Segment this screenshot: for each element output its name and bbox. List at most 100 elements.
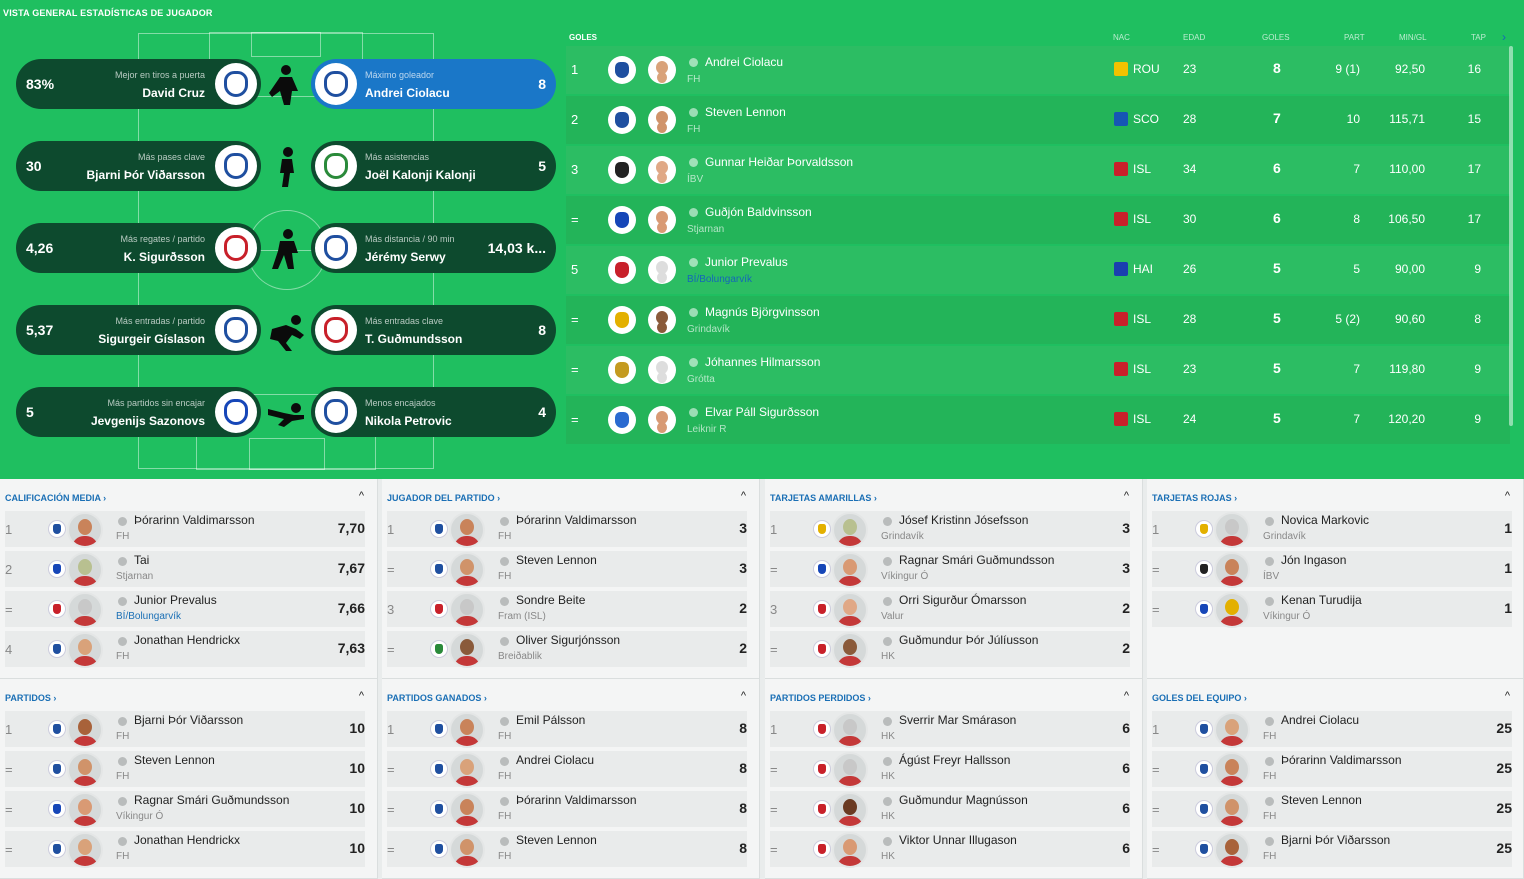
player-name[interactable]: Sondre Beite (516, 593, 586, 607)
info-icon[interactable] (118, 797, 127, 806)
collapse-icon[interactable]: ^ (740, 490, 746, 502)
info-icon[interactable] (689, 58, 698, 67)
col-min-gl[interactable]: MIN/GL (1399, 33, 1427, 42)
panel-row[interactable]: = Steven Lennon FH 8 (387, 831, 747, 868)
info-icon[interactable] (1265, 837, 1274, 846)
panel-row[interactable]: 1 Jósef Kristinn Jósefsson Grindavík 3 (770, 511, 1130, 548)
highlight-card[interactable]: 14,03 k... Más distancia / 90 min Jérémy S… (311, 223, 556, 273)
player-name[interactable]: Þórarinn Valdimarsson (516, 513, 637, 527)
panel-row[interactable]: = Kenan Turudija Víkingur Ó 1 (1152, 591, 1512, 628)
info-icon[interactable] (883, 637, 892, 646)
panel-row[interactable]: 1 Novica Markovic Grindavík 1 (1152, 511, 1512, 548)
player-name[interactable]: Steven Lennon (705, 105, 786, 119)
player-name[interactable]: Junior Prevalus (134, 593, 217, 607)
panel-row[interactable]: = Steven Lennon FH 3 (387, 551, 747, 588)
info-icon[interactable] (118, 717, 127, 726)
player-name[interactable]: Bjarni Þór Viðarsson (1281, 833, 1391, 847)
panel-title[interactable]: PARTIDOS GANADOS › (387, 693, 487, 703)
panel-row[interactable]: = Viktor Unnar Illugason HK 6 (770, 831, 1130, 868)
player-name[interactable]: Novica Markovic (1281, 513, 1370, 527)
info-icon[interactable] (689, 258, 698, 267)
col-edad[interactable]: EDAD (1183, 33, 1206, 42)
panel-row[interactable]: 1 Andrei Ciolacu FH 25 (1152, 711, 1512, 748)
player-name[interactable]: Andrei Ciolacu (516, 753, 595, 767)
panel-row[interactable]: = Guðmundur Magnússon HK 6 (770, 791, 1130, 828)
player-name[interactable]: Orri Sigurður Ómarsson (899, 593, 1027, 607)
info-icon[interactable] (883, 837, 892, 846)
panel-title[interactable]: PARTIDOS PERDIDOS › (770, 693, 871, 703)
highlight-player-name[interactable]: Jérémy Serwy (365, 250, 446, 264)
info-icon[interactable] (689, 158, 698, 167)
player-name[interactable]: Andrei Ciolacu (705, 55, 784, 69)
player-name[interactable]: Tai (134, 553, 150, 567)
info-icon[interactable] (883, 557, 892, 566)
player-name[interactable]: Guðmundur Magnússon (899, 793, 1028, 807)
collapse-icon[interactable]: ^ (358, 490, 364, 502)
goals-table-row[interactable]: 3 Gunnar Heiðar Þorvaldsson ÍBV ISL 34 6 7 110,… (566, 146, 1510, 194)
info-icon[interactable] (118, 517, 127, 526)
info-icon[interactable] (500, 597, 509, 606)
player-name[interactable]: Andrei Ciolacu (1281, 713, 1360, 727)
highlight-card[interactable]: 4 Menos encajados Nikola Petrovic (311, 387, 556, 437)
panel-title[interactable]: JUGADOR DEL PARTIDO › (387, 493, 501, 503)
info-icon[interactable] (883, 757, 892, 766)
player-team[interactable]: BÍ/Bolungarvík (687, 274, 753, 285)
panel-row[interactable]: 2 Tai Stjarnan 7,67 (5, 551, 365, 588)
highlight-card[interactable]: 5 Más partidos sin encajar Jevgenijs Sazon… (16, 387, 261, 437)
player-name[interactable]: Steven Lennon (1281, 793, 1362, 807)
panel-row[interactable]: = Junior Prevalus BÍ/Bolungarvík 7,66 (5, 591, 365, 628)
player-name[interactable]: Bjarni Þór Viðarsson (134, 713, 244, 727)
panel-row[interactable]: = Jonathan Hendrickx FH 10 (5, 831, 365, 868)
info-icon[interactable] (883, 517, 892, 526)
player-name[interactable]: Junior Prevalus (705, 255, 788, 269)
col-goles[interactable]: GOLES (1262, 33, 1290, 42)
player-name[interactable]: Sverrir Mar Smárason (899, 713, 1017, 727)
highlight-player-name[interactable]: Sigurgeir Gíslason (98, 332, 205, 346)
info-icon[interactable] (1265, 797, 1274, 806)
panel-row[interactable]: = Steven Lennon FH 10 (5, 751, 365, 788)
panel-row[interactable]: = Ragnar Smári Guðmundsson Víkingur Ó 3 (770, 551, 1130, 588)
player-name[interactable]: Þórarinn Valdimarsson (134, 513, 255, 527)
goals-table-row[interactable]: 1 Andrei Ciolacu FH ROU 23 8 9 (1) 92,50 16 (566, 46, 1510, 94)
info-icon[interactable] (118, 837, 127, 846)
player-name[interactable]: Jóhannes Hilmarsson (705, 355, 821, 369)
highlight-card[interactable]: 8 Más entradas clave T. Guðmundsson (311, 305, 556, 355)
player-name[interactable]: Steven Lennon (516, 553, 597, 567)
info-icon[interactable] (689, 208, 698, 217)
panel-row[interactable]: 3 Sondre Beite Fram (ISL) 2 (387, 591, 747, 628)
info-icon[interactable] (500, 717, 509, 726)
highlight-card[interactable]: 5 Más asistencias Joël Kalonji Kalonji (311, 141, 556, 191)
info-icon[interactable] (500, 517, 509, 526)
collapse-icon[interactable]: ^ (1504, 490, 1510, 502)
panel-row[interactable]: 1 Emil Pálsson FH 8 (387, 711, 747, 748)
collapse-icon[interactable]: ^ (1504, 690, 1510, 702)
info-icon[interactable] (689, 308, 698, 317)
info-icon[interactable] (118, 557, 127, 566)
collapse-icon[interactable]: ^ (740, 690, 746, 702)
player-name[interactable]: Gunnar Heiðar Þorvaldsson (705, 155, 854, 169)
panel-row[interactable]: 1 Sverrir Mar Smárason HK 6 (770, 711, 1130, 748)
info-icon[interactable] (883, 717, 892, 726)
info-icon[interactable] (689, 108, 698, 117)
col-nac[interactable]: NAC (1113, 33, 1130, 42)
info-icon[interactable] (500, 797, 509, 806)
highlight-card[interactable]: 8 Máximo goleador Andrei Ciolacu (311, 59, 556, 109)
info-icon[interactable] (500, 837, 509, 846)
info-icon[interactable] (883, 797, 892, 806)
highlight-player-name[interactable]: Jevgenijs Sazonovs (90, 414, 205, 428)
info-icon[interactable] (883, 597, 892, 606)
player-name[interactable]: Steven Lennon (134, 753, 215, 767)
panel-row[interactable]: 1 Þórarinn Valdimarsson FH 7,70 (5, 511, 365, 548)
player-name[interactable]: Þórarinn Valdimarsson (516, 793, 637, 807)
player-name[interactable]: Jón Ingason (1281, 553, 1347, 567)
player-name[interactable]: Ágúst Freyr Hallsson (899, 753, 1011, 767)
highlight-player-name[interactable]: David Cruz (142, 86, 205, 100)
player-name[interactable]: Guðjón Baldvinsson (705, 205, 812, 219)
panel-row[interactable]: 1 Bjarni Þór Viðarsson FH 10 (5, 711, 365, 748)
info-icon[interactable] (118, 637, 127, 646)
highlight-player-name[interactable]: Nikola Petrovic (365, 414, 452, 428)
player-name[interactable]: Ragnar Smári Guðmundsson (899, 553, 1055, 567)
player-name[interactable]: Jonathan Hendrickx (134, 633, 241, 647)
col-tap[interactable]: TAP (1471, 33, 1486, 42)
highlight-player-name[interactable]: Joël Kalonji Kalonji (365, 168, 476, 182)
